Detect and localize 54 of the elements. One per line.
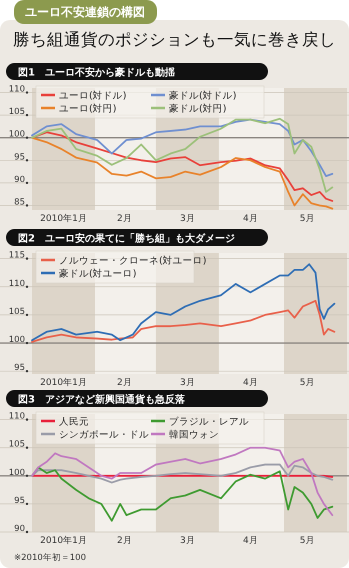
- chart-title: 図3 アジアなど新興国通貨も急反落: [18, 394, 186, 406]
- line-series: [31, 118, 334, 178]
- y-tick-label: 95: [14, 496, 25, 506]
- legend-label: 豪ドル(対ユーロ): [59, 268, 136, 280]
- chart-title: 勝ち組通貨のポジションも一気に巻き戻し: [13, 30, 336, 49]
- y-tick-label: 90: [14, 524, 25, 534]
- y-tick-label: 110: [8, 412, 25, 422]
- legend-label: ブラジル・レアル: [169, 416, 249, 428]
- x-tick-label: 2010年1月: [40, 213, 87, 224]
- y-tick-label: 105: [8, 107, 25, 118]
- y-tick-label: 95: [14, 363, 25, 374]
- x-tick-label: 2月: [117, 214, 132, 224]
- y-tick-label: 110: [8, 84, 25, 95]
- legend-label: 韓国ウォン: [169, 428, 219, 440]
- chart-title: 図2 ユーロ安の果てに「勝ち組」も大ダメージ: [18, 232, 235, 244]
- y-tick-label: 85: [14, 197, 25, 208]
- x-tick-label: 2010年1月: [40, 377, 87, 388]
- chart-subtitle: 図1 ユーロ不安から豪ドルも動揺: [18, 66, 175, 78]
- legend-label: ユーロ(対ドル): [59, 90, 126, 102]
- y-tick-label: 105: [8, 306, 25, 317]
- legend-label: 豪ドル(対円): [169, 102, 226, 114]
- legend-label: 人民元: [59, 416, 89, 428]
- text: ※2010年初＝100: [14, 552, 86, 563]
- x-tick-label: 4月: [243, 378, 258, 388]
- x-tick-label: 4月: [243, 214, 258, 224]
- y-tick-label: 95: [14, 152, 25, 162]
- text: ユーロ不安連鎖の構図: [25, 5, 145, 19]
- legend-label: ノルウェー・クローネ(対ユーロ): [59, 254, 206, 266]
- y-tick-label: 100: [8, 335, 25, 346]
- x-tick-label: 5月: [300, 536, 314, 546]
- y-tick-label: 115: [8, 250, 25, 261]
- x-tick-label: 2月: [117, 536, 132, 546]
- x-tick-label: 4月: [243, 536, 258, 546]
- y-tick-label: 90: [14, 174, 25, 185]
- y-tick-label: 100: [8, 468, 25, 478]
- legend-label: 豪ドル(対ドル): [169, 90, 236, 102]
- x-tick-label: 3月: [180, 214, 195, 224]
- x-tick-label: 3月: [180, 378, 195, 388]
- y-tick-label: 100: [8, 130, 25, 140]
- line-series: [31, 464, 334, 484]
- line-series: [31, 136, 334, 210]
- legend-label: シンガポール・ドル: [59, 430, 149, 440]
- y-tick-label: 110: [8, 278, 25, 289]
- x-tick-label: 3月: [180, 536, 195, 546]
- line-series: [31, 263, 336, 342]
- x-tick-label: 2月: [117, 378, 132, 388]
- legend-label: ユーロ(対円): [59, 102, 116, 114]
- x-tick-label: 2010年1月: [40, 535, 87, 546]
- line-series: [31, 300, 336, 343]
- line-series: [31, 446, 334, 516]
- y-tick-label: 105: [8, 440, 25, 450]
- x-tick-label: 5月: [300, 378, 314, 388]
- x-tick-label: 5月: [300, 214, 314, 224]
- line-series: [31, 118, 334, 193]
